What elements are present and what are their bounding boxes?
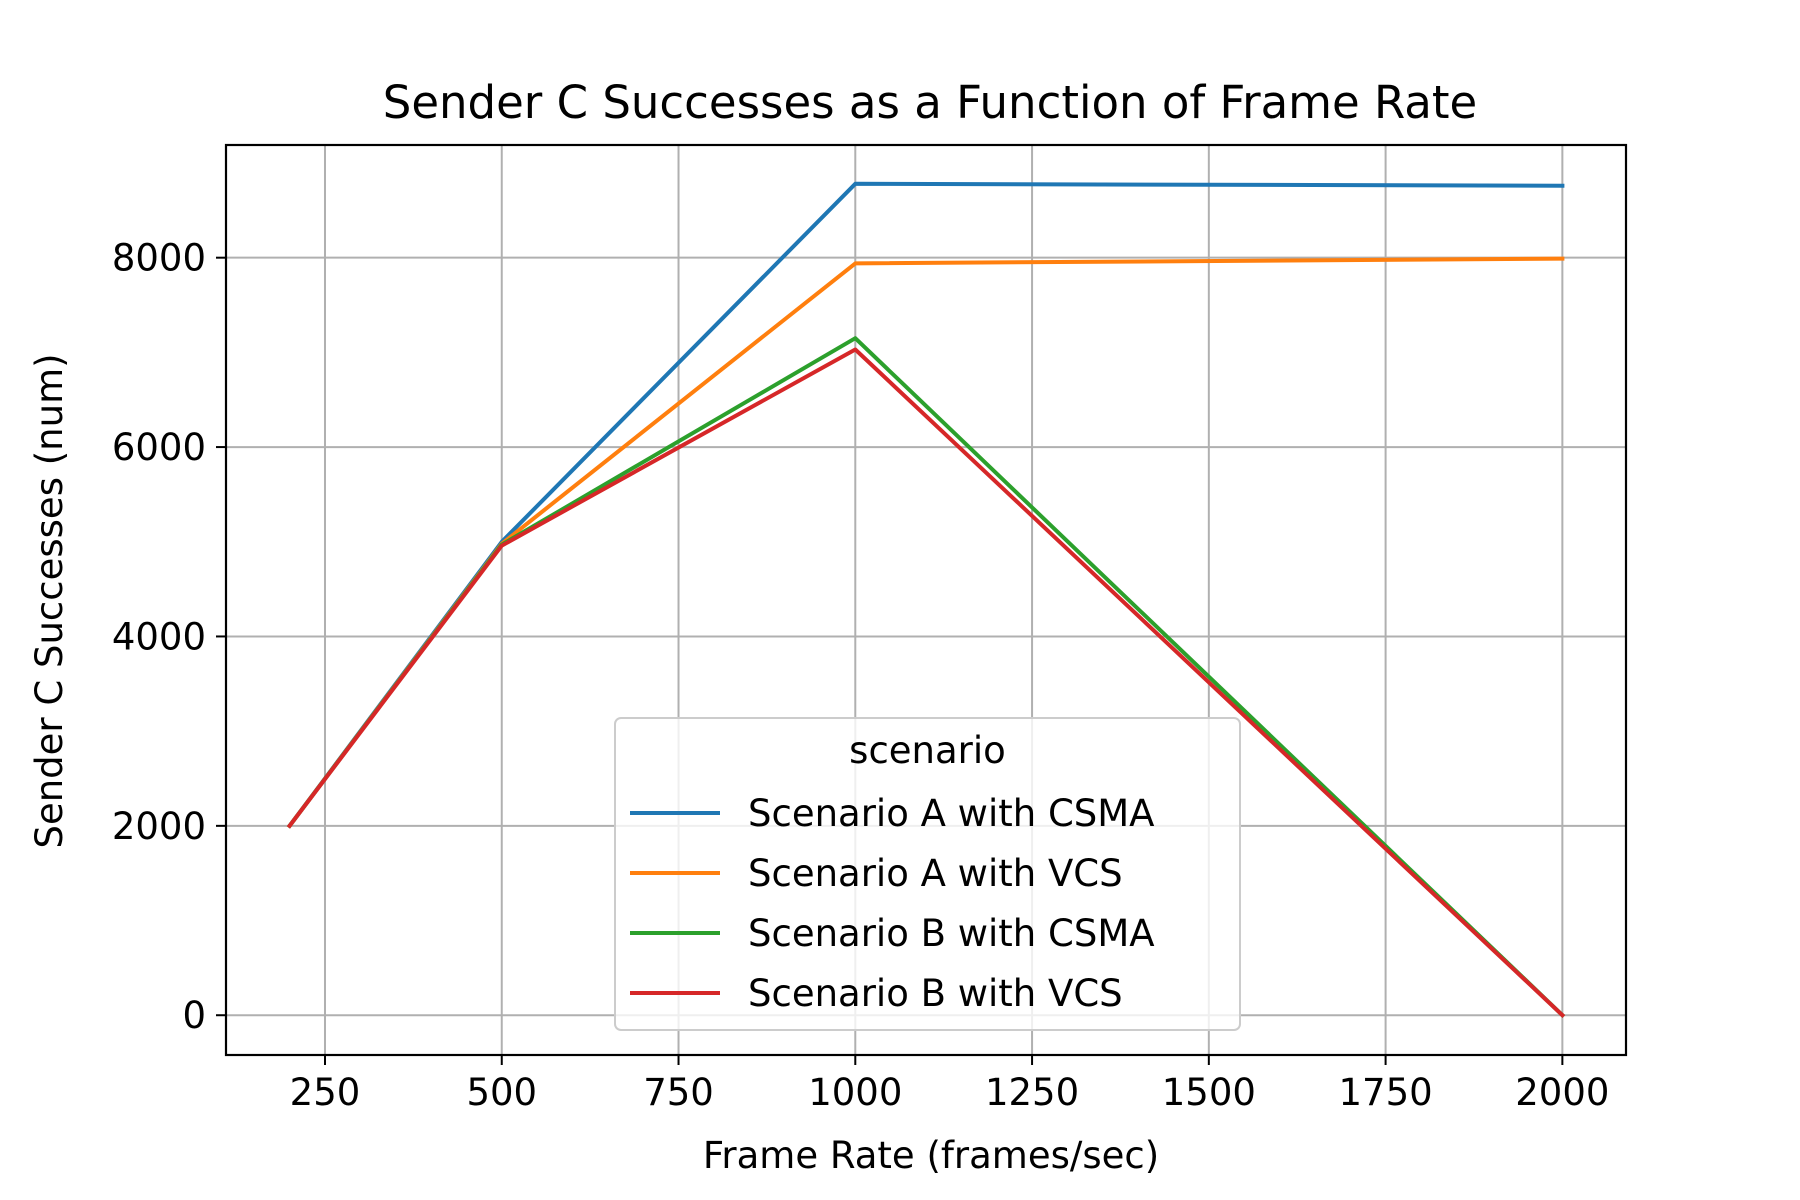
legend-label-1: Scenario A with CSMA (748, 792, 1155, 835)
x-tick-label: 250 (290, 1071, 361, 1114)
x-tick-label: 1250 (985, 1071, 1079, 1114)
axis-ticks: 250 500 750 1000 1250 1500 1750 2000 0 2000 4000 60… (112, 237, 1610, 1114)
legend-label-2: Scenario A with VCS (748, 852, 1123, 895)
x-tick-label: 1500 (1162, 1071, 1256, 1114)
y-axis-label: Sender C Successes (num) (28, 353, 71, 848)
plot-frame (224, 143, 1628, 1057)
x-tick-label: 750 (643, 1071, 714, 1114)
y-tick-label: 2000 (112, 805, 206, 848)
y-tick-label: 0 (182, 994, 206, 1037)
legend: scenario Scenario A with CSMA Scenario A w… (614, 717, 1241, 1031)
legend-label-4: Scenario B with VCS (748, 972, 1123, 1015)
y-tick-label: 6000 (112, 426, 206, 469)
legend-box (614, 717, 1241, 1031)
x-tick-label: 500 (466, 1071, 537, 1114)
series-line-4 (286, 347, 1566, 1019)
x-tick-label: 2000 (1515, 1071, 1609, 1114)
series-lines (286, 181, 1566, 1019)
y-tick-label: 4000 (112, 615, 206, 658)
chart-title: Sender C Successes as a Function of Fram… (383, 76, 1477, 129)
x-tick-label: 1750 (1339, 1071, 1433, 1114)
x-axis-label: Frame Rate (frames/sec) (703, 1134, 1159, 1177)
legend-title: scenario (849, 729, 1006, 772)
y-tick-label: 8000 (112, 237, 206, 280)
legend-label-3: Scenario B with CSMA (748, 912, 1155, 955)
x-tick-label: 1000 (808, 1071, 902, 1114)
